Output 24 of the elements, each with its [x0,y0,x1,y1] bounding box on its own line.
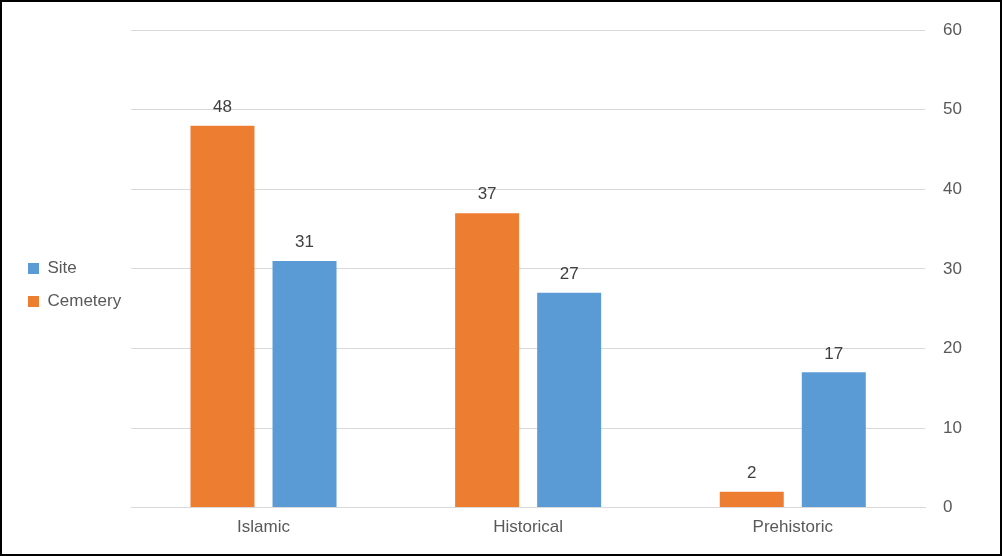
data-label: 31 [295,232,314,252]
y-tick-label: 30 [943,258,963,278]
y-tick-label: 50 [943,99,963,119]
y-tick-label: 20 [943,338,963,358]
data-label: 17 [824,343,844,363]
x-tick-label: Islamic [237,517,291,537]
bar [272,260,337,508]
legend-label: Site [47,258,77,278]
data-label: 48 [213,96,232,116]
data-label: 27 [559,263,579,283]
data-label: 37 [477,184,497,204]
data-label: 2 [747,462,757,482]
bar [801,372,866,508]
bar [537,292,602,508]
legend-label: Cemetery [47,291,122,311]
bar [455,213,520,508]
x-tick-label: Historical [493,517,564,537]
bar [190,125,255,508]
y-tick-label: 60 [943,19,963,39]
y-tick-label: 40 [943,179,963,199]
y-tick-label: 0 [943,497,953,517]
bar [719,491,784,508]
y-tick-label: 10 [943,417,963,437]
x-tick-label: Prehistoric [752,517,834,537]
